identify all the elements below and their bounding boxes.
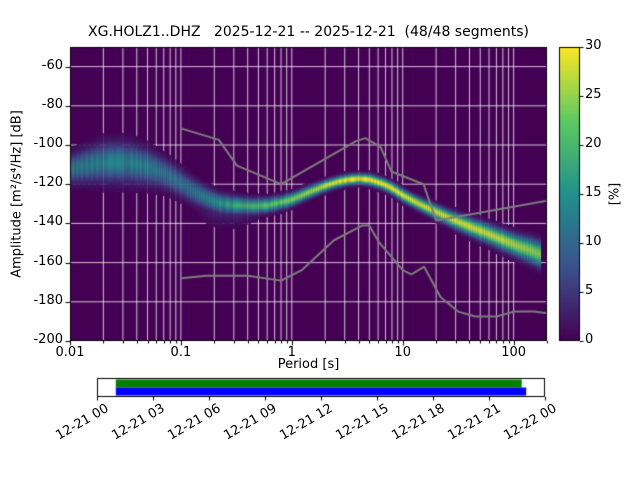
colorbar-tick-label: 20 [585, 136, 602, 151]
x-tick-label: 10 [394, 345, 411, 360]
plot-title: XG.HOLZ1..DHZ 2025-12-21 -- 2025-12-21 (… [88, 24, 529, 40]
y-tick-label: -120 [33, 175, 63, 191]
y-tick-label: -180 [33, 292, 63, 308]
colorbar-tick-label: 15 [585, 185, 602, 200]
colorbar-tick-label: 0 [585, 332, 594, 347]
x-tick-label: 0.1 [170, 345, 192, 360]
y-tick-label: -60 [41, 57, 63, 73]
colorbar-label: [%] [607, 182, 623, 206]
colorbar-tick-label: 30 [585, 38, 602, 53]
y-tick-label: -80 [41, 96, 63, 112]
y-tick-label: -160 [33, 253, 63, 269]
y-axis-label: Amplitude [m²/s⁴/Hz] [dB] [9, 110, 25, 278]
y-tick-label: -200 [33, 332, 63, 347]
colorbar-tick-label: 25 [585, 87, 602, 102]
x-axis-label: Period [s] [277, 357, 340, 372]
colorbar-tick-label: 5 [585, 283, 594, 298]
y-tick-label: -100 [33, 136, 63, 151]
colorbar-tick-label: 10 [585, 234, 602, 249]
x-tick-label: 1 [287, 345, 296, 360]
x-tick-label: 0.01 [55, 345, 85, 360]
x-tick-label: 100 [501, 345, 527, 360]
y-tick-label: -140 [33, 214, 63, 230]
